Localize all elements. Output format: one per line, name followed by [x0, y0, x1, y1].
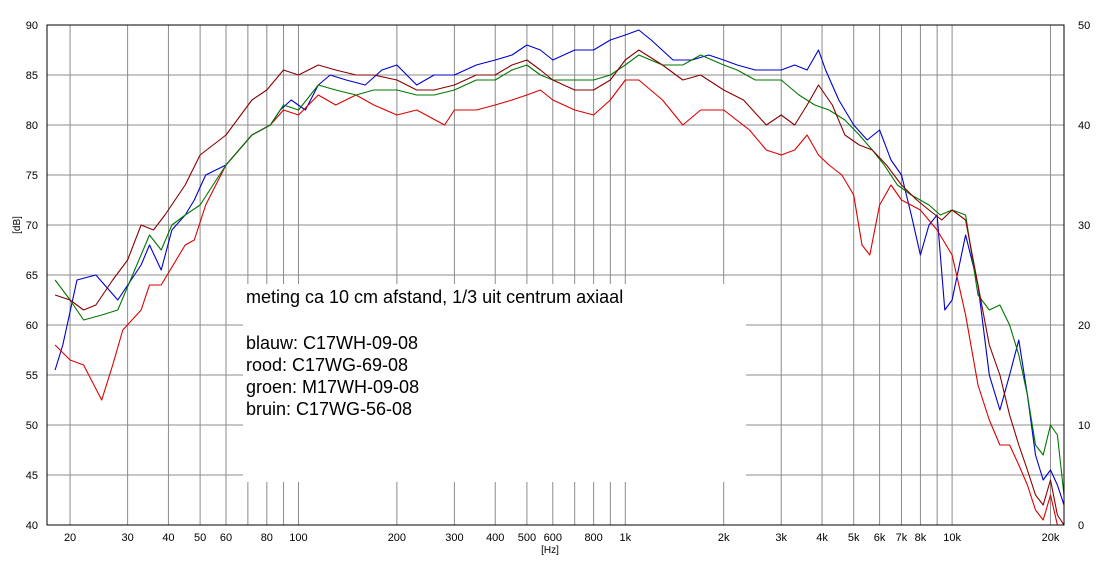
y2-tick-label: 30 — [1078, 220, 1090, 232]
x-tick-label: 20k — [1042, 532, 1060, 544]
series-group — [54, 29, 1064, 525]
x-tick-label: 2k — [718, 532, 730, 544]
series-line-4 — [54, 49, 1064, 525]
x-tick-label: 20 — [64, 532, 76, 544]
x-tick-label: 10k — [943, 532, 961, 544]
x-tick-label: 7k — [896, 532, 908, 544]
x-tick-label: 300 — [445, 532, 463, 544]
x-tick-label: 30 — [121, 532, 133, 544]
y-tick-label: 65 — [26, 270, 38, 282]
x-tick-label: 50 — [194, 532, 206, 544]
x-tick-label: 1k — [619, 532, 631, 544]
x-tick-label: 60 — [220, 532, 232, 544]
x-tick-label: 3k — [775, 532, 787, 544]
x-tick-label: 400 — [486, 532, 504, 544]
x-tick-label: 600 — [544, 532, 562, 544]
y-tick-label: 60 — [26, 320, 38, 332]
y-axis-label: [dB] — [12, 216, 23, 234]
y-tick-label: 75 — [26, 170, 38, 182]
tick-labels: 40 45 50 55 60 65 70 75 80 85 90 0 10 20 30 40 50 20 30 40 5… — [26, 20, 1091, 544]
annotation-title: meting ca 10 cm afstand, 1/3 uit centrum… — [246, 287, 624, 307]
y-tick-label: 80 — [26, 120, 38, 132]
x-tick-label: 200 — [388, 532, 406, 544]
y-tick-label: 50 — [26, 420, 38, 432]
x-tick-label: 8k — [915, 532, 927, 544]
legend-entry-bruin: bruin: C17WG-56-08 — [246, 399, 413, 419]
annotation-box: meting ca 10 cm afstand, 1/3 uit centrum… — [243, 284, 746, 482]
x-tick-label: 100 — [289, 532, 307, 544]
legend-entry-rood: rood: C17WG-69-08 — [246, 355, 409, 375]
x-axis-label: [Hz] — [541, 545, 559, 556]
y2-tick-label: 50 — [1078, 20, 1090, 32]
x-tick-label: 40 — [162, 532, 174, 544]
x-tick-label: 6k — [874, 532, 886, 544]
y2-tick-label: 10 — [1078, 420, 1090, 432]
legend-entry-groen: groen: M17WH-09-08 — [246, 377, 420, 397]
y-tick-label: 90 — [26, 20, 38, 32]
y-tick-label: 40 — [26, 520, 38, 532]
y-tick-label: 85 — [26, 70, 38, 82]
series-line-2 — [54, 79, 1064, 525]
plot-frame — [46, 24, 1065, 526]
y-tick-label: 70 — [26, 220, 38, 232]
x-tick-label: 4k — [816, 532, 828, 544]
y2-tick-label: 0 — [1078, 520, 1084, 532]
x-tick-label: 500 — [518, 532, 536, 544]
legend-entry-blauw: blauw: C17WH-09-08 — [246, 333, 419, 353]
x-tick-label: 80 — [261, 532, 273, 544]
x-tick-label: 800 — [584, 532, 602, 544]
y2-tick-label: 20 — [1078, 320, 1090, 332]
x-tick-label: 5k — [848, 532, 860, 544]
y-tick-label: 55 — [26, 370, 38, 382]
y-tick-label: 45 — [26, 470, 38, 482]
y2-tick-label: 40 — [1078, 120, 1090, 132]
